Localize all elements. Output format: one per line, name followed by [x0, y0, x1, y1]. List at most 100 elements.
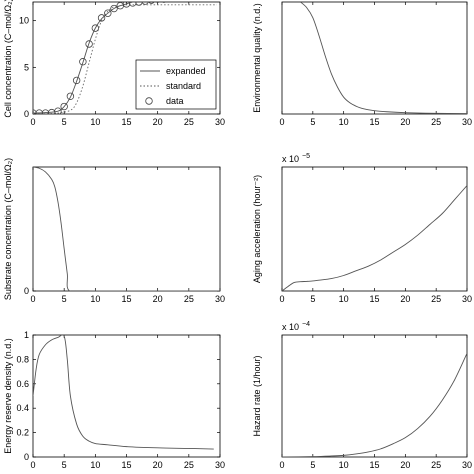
- data-point: [85, 40, 93, 48]
- x-tick-label: 0: [30, 294, 35, 304]
- x-tick-label: 10: [90, 460, 100, 470]
- x-tick-label: 10: [339, 117, 349, 127]
- y-tick-label: 5: [24, 62, 29, 72]
- x-tick-label: 30: [215, 460, 225, 470]
- y-axis-label: Aging acceleration (hour⁻²): [252, 175, 262, 283]
- x-tick-label: 20: [153, 117, 163, 127]
- data-point: [198, 0, 205, 1]
- data-point: [60, 102, 68, 111]
- x-tick-label: 5: [310, 460, 315, 470]
- y-tick-label: 10: [19, 16, 29, 26]
- standard-line: [33, 4, 217, 114]
- x-tick-label: 20: [400, 460, 410, 470]
- x-tick-label: 20: [153, 294, 163, 304]
- y-axis-label: Substrate concentration (C–mol/Ω₂): [3, 158, 13, 300]
- x-tick-label: 25: [431, 294, 441, 304]
- y-tick-label: 0.2: [16, 428, 29, 438]
- y-tick-label: 0: [24, 452, 29, 462]
- axis-multiplier-exponent: −5: [302, 153, 310, 160]
- x-tick-label: 30: [462, 117, 472, 127]
- data-point: [210, 0, 217, 1]
- x-tick-label: 20: [153, 460, 163, 470]
- panel-6: 0 5 10 15 20 25 30 Hazard rate (1/hour) x 10 −4: [252, 321, 472, 470]
- x-tick-label: 10: [90, 294, 100, 304]
- data-point: [173, 0, 180, 2]
- axis-multiplier-exponent: −4: [302, 321, 310, 328]
- axes-box: [32, 334, 221, 458]
- x-tick-label: 25: [184, 294, 194, 304]
- x-tick-label: 30: [215, 294, 225, 304]
- series-1-line: [33, 167, 220, 291]
- x-tick-label: 10: [90, 117, 100, 127]
- data-point: [129, 2, 137, 7]
- axes-box: [281, 1, 468, 115]
- x-tick-label: 15: [121, 460, 131, 470]
- x-tick-label: 15: [369, 294, 379, 304]
- x-tick-label: 5: [310, 294, 315, 304]
- data-point: [54, 107, 62, 114]
- x-tick-label: 0: [30, 117, 35, 127]
- x-tick-label: 5: [62, 294, 67, 304]
- data-point: [72, 76, 81, 85]
- y-tick-label: 0.8: [16, 354, 29, 364]
- data-point: [179, 0, 186, 2]
- y-tick-label: 1: [24, 330, 29, 340]
- y-tick-label: 0: [24, 109, 29, 119]
- x-tick-label: 10: [339, 294, 349, 304]
- y-tick-label: 0: [24, 286, 29, 296]
- legend-label: expanded: [166, 66, 206, 76]
- series-1-line: [282, 185, 467, 291]
- series-1-line: [282, 353, 467, 457]
- panel-2: 0 5 10 15 20 25 30 Environmental quality (n.d.): [252, 1, 472, 127]
- series-1-line: [300, 2, 467, 114]
- x-tick-label: 20: [400, 294, 410, 304]
- axes-box: [32, 166, 221, 292]
- y-axis-label: Energy reserve density (n.d.): [3, 338, 13, 454]
- legend-box: [135, 59, 217, 110]
- data-point: [167, 0, 174, 2]
- x-tick-label: 25: [431, 460, 441, 470]
- x-tick-label: 25: [431, 117, 441, 127]
- legend-label: standard: [166, 81, 201, 91]
- data-point: [79, 58, 87, 66]
- legend-marker: [145, 97, 153, 105]
- data-point: [148, 2, 155, 4]
- axes-box: [281, 334, 468, 458]
- legend-label: data: [166, 96, 184, 106]
- panel-4: 0 5 10 15 20 25 30 Aging acceleration (hour⁻²) x…: [252, 153, 472, 304]
- data-point: [97, 14, 106, 22]
- panel-1: 0 5 10 15 20 25 30 0 5 10 Cell concentration (C–mo…: [3, 0, 225, 127]
- data-point: [161, 2, 167, 3]
- x-tick-label: 15: [121, 294, 131, 304]
- x-tick-label: 15: [121, 117, 131, 127]
- x-tick-label: 0: [279, 117, 284, 127]
- panel-5: 0 5 10 15 20 25 30 0 0.2 0.4 0.6 0.8 1 Energy reserve…: [3, 330, 225, 470]
- x-tick-label: 0: [279, 460, 284, 470]
- data-point: [186, 0, 193, 1]
- x-tick-label: 10: [339, 460, 349, 470]
- data-point: [110, 4, 118, 13]
- series-1-line: [33, 335, 214, 450]
- data-point: [192, 0, 199, 1]
- axes-box: [281, 166, 468, 292]
- y-axis-label: Environmental quality (n.d.): [252, 3, 262, 113]
- x-tick-label: 25: [184, 117, 194, 127]
- data-point: [66, 92, 75, 100]
- panel-3: 0 5 10 15 20 25 30 0 Substrate concentration (C–…: [3, 158, 225, 304]
- x-tick-label: 0: [30, 460, 35, 470]
- x-tick-label: 30: [462, 460, 472, 470]
- y-axis-label: Hazard rate (1/hour): [252, 355, 262, 436]
- data-point: [135, 2, 143, 6]
- x-tick-label: 15: [369, 117, 379, 127]
- x-tick-label: 5: [62, 460, 67, 470]
- x-tick-label: 25: [184, 460, 194, 470]
- x-tick-label: 5: [310, 117, 315, 127]
- y-tick-label: 0.6: [16, 379, 29, 389]
- x-tick-label: 20: [400, 117, 410, 127]
- axis-multiplier: x 10: [282, 322, 299, 332]
- axis-multiplier: x 10: [282, 154, 299, 164]
- data-point: [104, 9, 112, 17]
- x-tick-label: 15: [369, 460, 379, 470]
